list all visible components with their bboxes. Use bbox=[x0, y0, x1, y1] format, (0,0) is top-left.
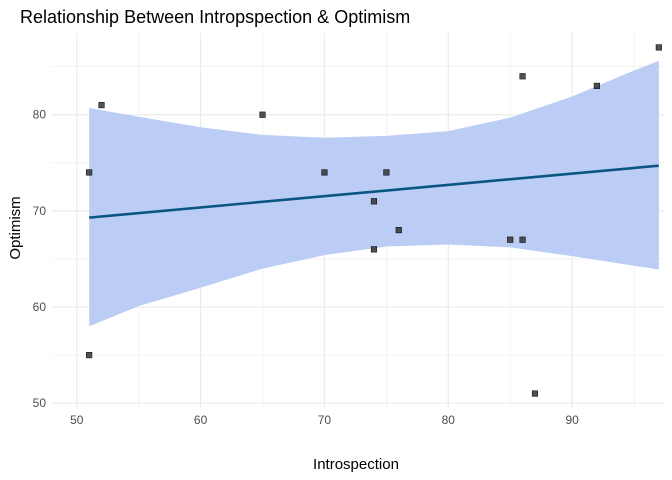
y-tick-label: 50 bbox=[33, 396, 47, 410]
data-point bbox=[383, 169, 390, 176]
data-point bbox=[531, 390, 539, 397]
regression-line bbox=[89, 164, 659, 219]
data-point bbox=[519, 236, 526, 243]
data-point bbox=[395, 227, 402, 234]
fit-line bbox=[89, 164, 659, 219]
x-tick-label: 50 bbox=[70, 413, 84, 427]
confidence-band bbox=[89, 60, 659, 327]
y-tick-label: 60 bbox=[33, 300, 47, 314]
data-point bbox=[593, 82, 600, 89]
x-tick-labels: 50 60 70 80 90 bbox=[70, 413, 579, 427]
x-axis-title: Introspection bbox=[313, 456, 399, 473]
x-tick-label: 90 bbox=[565, 413, 579, 427]
data-point bbox=[98, 102, 105, 109]
y-tick-labels: 50 60 70 80 bbox=[33, 108, 47, 410]
data-points bbox=[86, 44, 662, 397]
data-point bbox=[86, 169, 93, 176]
x-tick-label: 70 bbox=[318, 413, 332, 427]
data-point bbox=[370, 198, 378, 205]
y-axis-title: Optimism bbox=[7, 196, 24, 259]
data-point bbox=[86, 352, 93, 359]
confidence-band-area bbox=[89, 60, 659, 327]
data-point bbox=[507, 236, 514, 243]
y-tick-label: 70 bbox=[33, 204, 47, 218]
data-point bbox=[259, 111, 266, 118]
data-point bbox=[655, 44, 662, 51]
x-tick-label: 80 bbox=[442, 413, 456, 427]
data-point bbox=[519, 73, 526, 80]
y-tick-label: 80 bbox=[33, 108, 47, 122]
x-tick-label: 60 bbox=[194, 413, 208, 427]
data-point bbox=[321, 169, 328, 176]
chart-title: Relationship Between Intropspection & Op… bbox=[20, 7, 410, 27]
data-point bbox=[370, 246, 378, 253]
